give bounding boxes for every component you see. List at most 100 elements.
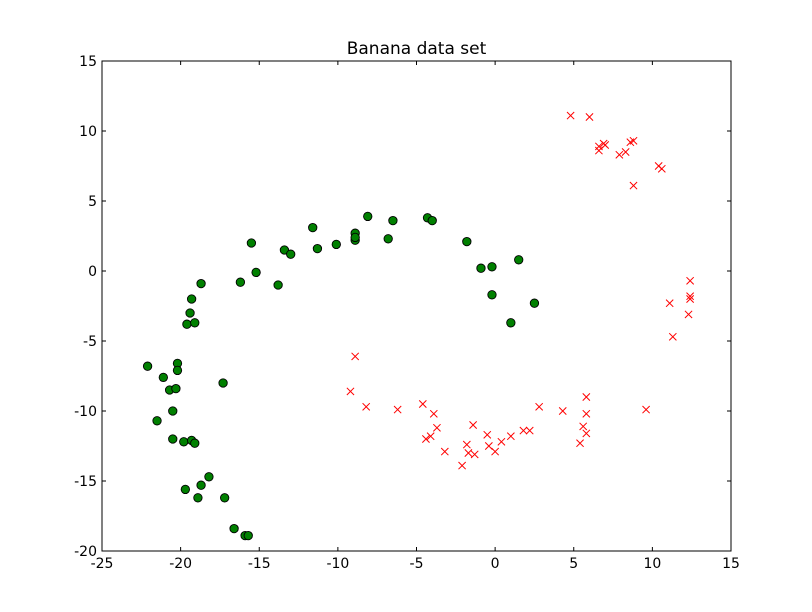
data-point-x: [484, 442, 493, 450]
data-point-circle: [383, 234, 393, 244]
data-point-circle: [196, 480, 206, 490]
data-point-x: [657, 164, 666, 173]
data-point-circle: [487, 290, 497, 300]
x-tick-label: -15: [248, 556, 271, 572]
x-tick-label: 15: [722, 556, 740, 572]
data-point-circle: [190, 438, 200, 448]
data-point-x: [686, 276, 695, 285]
data-point-circle: [196, 278, 206, 289]
data-point-x: [429, 409, 438, 418]
data-point-x: [458, 461, 467, 470]
data-point-circle: [350, 232, 360, 243]
data-point-x: [686, 295, 695, 303]
data-point-x: [535, 402, 544, 411]
data-point-circle: [152, 416, 162, 426]
data-point-circle: [246, 238, 257, 248]
y-tick-label: -15: [74, 474, 97, 490]
data-point-circle: [158, 372, 168, 383]
data-point-x: [469, 421, 478, 429]
data-point-circle: [185, 308, 195, 318]
y-tick-label: -20: [74, 544, 97, 560]
data-point-circle: [235, 277, 246, 287]
data-point-circle: [506, 318, 516, 328]
data-point-circle: [388, 215, 398, 226]
data-point-circle: [186, 294, 197, 304]
data-point-circle: [529, 298, 540, 308]
data-point-x: [585, 113, 594, 121]
data-point-x: [519, 426, 528, 435]
y-tick-label: -10: [74, 404, 97, 420]
data-point-x: [506, 432, 515, 441]
data-point-x: [470, 450, 479, 459]
plot-area-frame: [101, 60, 732, 552]
data-point-x: [351, 352, 360, 361]
data-point-circle: [204, 472, 214, 482]
data-point-x: [362, 402, 371, 411]
data-point-x: [483, 430, 492, 439]
data-point-x: [421, 435, 430, 443]
data-point-circle: [220, 493, 230, 503]
data-point-circle: [251, 267, 261, 278]
x-tick-label: -10: [326, 556, 349, 572]
y-tick-label: 5: [88, 194, 97, 210]
data-point-x: [582, 393, 591, 401]
data-point-circle: [190, 318, 200, 328]
data-point-x: [665, 299, 674, 308]
data-point-x: [525, 426, 534, 435]
y-tick-label: -5: [83, 334, 97, 350]
data-point-x: [426, 432, 435, 441]
data-marks: [142, 111, 695, 541]
data-point-x: [393, 405, 402, 414]
data-point-circle: [218, 378, 228, 388]
data-point-x: [566, 111, 575, 120]
x-tick-label: -5: [410, 556, 424, 572]
y-tick-label: 10: [79, 124, 97, 140]
data-point-x: [432, 423, 441, 432]
data-point-circle: [487, 262, 497, 272]
data-point-circle: [427, 215, 437, 226]
data-point-circle: [180, 484, 190, 495]
data-point-x: [629, 181, 638, 190]
data-point-circle: [142, 361, 153, 371]
data-point-x: [621, 148, 630, 156]
y-tick-label: 0: [88, 264, 97, 280]
data-point-x: [601, 141, 610, 149]
data-point-circle: [279, 245, 290, 255]
chart-title: Banana data set: [347, 39, 487, 59]
x-tick-label: -25: [91, 556, 114, 572]
data-point-circle: [179, 437, 189, 447]
data-point-x: [686, 292, 695, 301]
data-point-circle: [171, 383, 181, 394]
y-tick-label: 15: [79, 54, 97, 70]
data-point-circle: [182, 319, 192, 329]
x-tick-label: 5: [569, 556, 578, 572]
data-point-x: [642, 405, 651, 414]
data-point-circle: [331, 239, 341, 250]
data-point-x: [579, 422, 588, 431]
data-point-circle: [462, 236, 472, 247]
data-point-x: [582, 409, 591, 418]
data-point-x: [629, 136, 638, 145]
data-point-x: [615, 150, 624, 159]
data-point-circle: [172, 365, 183, 376]
data-point-circle: [243, 530, 253, 541]
data-point-circle: [229, 523, 239, 534]
data-point-x: [346, 387, 355, 396]
data-point-x: [462, 440, 471, 449]
data-point-x: [582, 429, 591, 438]
data-point-circle: [308, 222, 318, 233]
data-point-x: [440, 447, 449, 456]
x-tick-label: 10: [643, 556, 661, 572]
data-point-circle: [312, 243, 323, 254]
data-point-x: [497, 437, 506, 446]
data-point-circle: [168, 406, 178, 416]
data-point-x: [558, 407, 567, 415]
data-point-x: [464, 449, 473, 457]
data-point-x: [418, 400, 427, 408]
data-point-x: [668, 332, 677, 341]
data-point-circle: [286, 249, 296, 259]
data-point-circle: [168, 434, 178, 444]
data-point-circle: [476, 263, 486, 273]
